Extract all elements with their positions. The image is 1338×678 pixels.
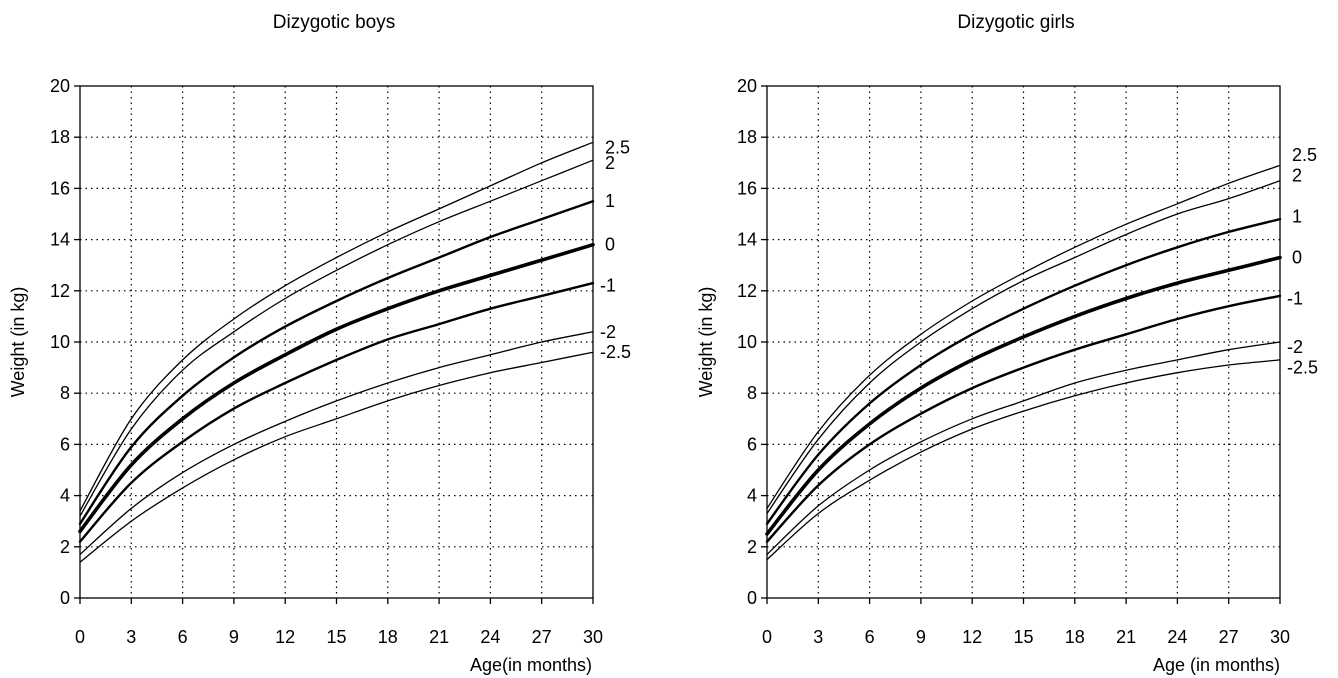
x-tick-label: 3 — [813, 627, 823, 647]
series-line-2 — [79, 159, 594, 517]
y-tick-label: 8 — [747, 383, 757, 403]
series-line--2 — [79, 331, 594, 556]
series-line-0 — [78, 242, 595, 534]
y-tick-label: 14 — [50, 230, 70, 250]
y-axis-label: Weight (in kg) — [696, 287, 716, 398]
series-line-2_5 — [79, 141, 594, 512]
series-line-1 — [78, 200, 595, 525]
series-label: -1 — [1287, 288, 1303, 308]
boys-chart: 0 3 6 9 12 15 18 21 24 27 3002468101214161820Age(i… — [8, 76, 631, 675]
y-tick-label: 4 — [747, 486, 757, 506]
x-tick-label: 12 — [962, 627, 982, 647]
y-tick-label: 18 — [737, 127, 757, 147]
x-axis-label: Age (in months) — [1153, 655, 1280, 675]
series-label: -2 — [1287, 337, 1303, 357]
x-tick-label: 18 — [378, 627, 398, 647]
series-line-2_5 — [766, 164, 1281, 510]
series-line-2 — [766, 180, 1281, 515]
y-tick-label: 6 — [747, 434, 757, 454]
x-tick-label: 15 — [1013, 627, 1033, 647]
series-line--2 — [766, 341, 1281, 556]
y-tick-label: 12 — [737, 281, 757, 301]
y-tick-label: 20 — [50, 76, 70, 96]
x-tick-label: 12 — [275, 627, 295, 647]
series-line-0 — [765, 255, 1282, 536]
series-label: -1 — [600, 276, 616, 296]
series-line--2_5 — [79, 351, 594, 563]
x-tick-label: 3 — [126, 627, 136, 647]
series-label: 1 — [1292, 207, 1302, 227]
y-tick-label: 14 — [737, 230, 757, 250]
x-tick-label: 30 — [583, 627, 603, 647]
series-label: 2 — [1292, 166, 1302, 186]
x-tick-label: 21 — [429, 627, 449, 647]
y-tick-label: 8 — [60, 383, 70, 403]
series-label: -2.5 — [1287, 358, 1318, 378]
x-tick-label: 21 — [1116, 627, 1136, 647]
series-label: 2 — [605, 153, 615, 173]
y-tick-label: 0 — [60, 588, 70, 608]
series-label: 2.5 — [1292, 145, 1317, 165]
series-line--2_5 — [766, 359, 1281, 561]
series-label: -2.5 — [600, 342, 631, 362]
x-tick-label: 24 — [480, 627, 500, 647]
y-tick-label: 16 — [50, 178, 70, 198]
y-tick-label: 0 — [747, 588, 757, 608]
x-axis-label: Age(in months) — [470, 655, 592, 675]
series-line--1 — [765, 294, 1282, 543]
y-tick-label: 2 — [60, 537, 70, 557]
series-label: -2 — [600, 322, 616, 342]
x-tick-label: 0 — [75, 627, 85, 647]
x-tick-label: 27 — [532, 627, 552, 647]
x-tick-label: 30 — [1270, 627, 1290, 647]
y-tick-label: 4 — [60, 486, 70, 506]
x-tick-label: 0 — [762, 627, 772, 647]
chart-title-boys: Dizygotic boys — [272, 12, 396, 33]
y-tick-label: 6 — [60, 434, 70, 454]
series-label: 1 — [605, 191, 615, 211]
x-tick-label: 9 — [916, 627, 926, 647]
x-tick-label: 6 — [178, 627, 188, 647]
series-label: 0 — [605, 235, 615, 255]
y-axis-label: Weight (in kg) — [8, 287, 28, 398]
x-tick-label: 15 — [326, 627, 346, 647]
x-tick-label: 24 — [1167, 627, 1187, 647]
y-tick-label: 2 — [747, 537, 757, 557]
series-label: 2.5 — [605, 137, 630, 157]
series-label: 0 — [1292, 248, 1302, 268]
series-line-1 — [765, 217, 1282, 525]
chart-title-girls: Dizygotic girls — [957, 12, 1075, 33]
x-tick-label: 9 — [229, 627, 239, 647]
y-tick-label: 12 — [50, 281, 70, 301]
y-tick-label: 18 — [50, 127, 70, 147]
y-tick-label: 10 — [50, 332, 70, 352]
x-tick-label: 6 — [865, 627, 875, 647]
x-tick-label: 18 — [1065, 627, 1085, 647]
y-tick-label: 20 — [737, 76, 757, 96]
x-tick-label: 27 — [1219, 627, 1239, 647]
y-tick-label: 16 — [737, 178, 757, 198]
y-tick-label: 10 — [737, 332, 757, 352]
series-line--1 — [78, 281, 595, 543]
